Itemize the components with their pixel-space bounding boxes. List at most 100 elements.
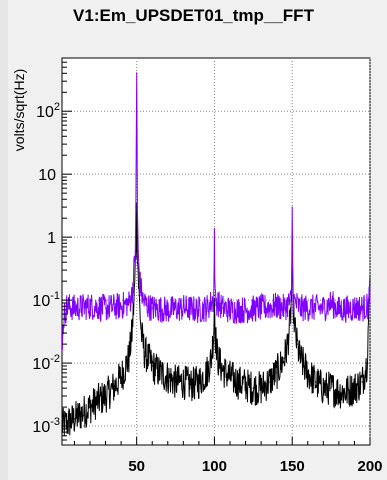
data-point <box>260 387 262 389</box>
x-tick-label: 100 <box>202 458 227 475</box>
data-point <box>105 307 107 309</box>
x-tick-label: 200 <box>357 458 382 475</box>
y-tick-label: 10 <box>38 167 56 184</box>
data-point <box>131 332 133 334</box>
data-point <box>128 302 130 304</box>
data-point <box>276 372 278 374</box>
data-point <box>81 412 83 414</box>
data-point <box>307 372 309 374</box>
data-point <box>245 384 247 386</box>
data-point <box>307 307 309 309</box>
series-1 <box>61 72 371 352</box>
data-point <box>139 280 141 282</box>
data-point <box>182 381 184 383</box>
data-point <box>128 357 130 359</box>
data-point <box>369 288 371 290</box>
data-point <box>294 324 296 326</box>
data-point <box>120 376 122 378</box>
data-point <box>213 332 215 334</box>
data-point <box>361 307 363 309</box>
data-point <box>221 307 223 309</box>
data-point <box>330 302 332 304</box>
data-point <box>330 387 332 389</box>
data-point <box>276 305 278 307</box>
data-point <box>175 381 177 383</box>
data-point <box>322 387 324 389</box>
data-point <box>133 294 135 296</box>
data-point <box>289 324 291 326</box>
data-point <box>338 391 340 393</box>
data-point <box>291 206 293 208</box>
data-point <box>142 299 144 301</box>
data-point <box>283 307 285 309</box>
series-layer <box>61 72 371 437</box>
data-point <box>283 357 285 359</box>
data-point <box>229 309 231 311</box>
data-point <box>287 343 289 345</box>
data-point <box>151 307 153 309</box>
data-point <box>361 381 363 383</box>
data-point <box>296 343 298 345</box>
data-point <box>367 305 369 307</box>
data-point <box>89 305 91 307</box>
data-point <box>136 206 138 208</box>
data-point <box>133 274 135 276</box>
data-point <box>268 381 270 383</box>
data-point <box>89 406 91 408</box>
data-point <box>338 309 340 311</box>
x-tick-label: 150 <box>280 458 305 475</box>
data-point <box>136 250 138 252</box>
y-tick-label: 10-1 <box>32 290 60 310</box>
y-axis-label: volts/sqrt(Hz) <box>11 69 27 151</box>
data-point <box>245 309 247 311</box>
data-point <box>217 357 219 359</box>
data-point <box>221 368 223 370</box>
data-point <box>214 299 216 301</box>
data-point <box>292 299 294 301</box>
data-point <box>190 384 192 386</box>
data-point <box>210 357 212 359</box>
data-point <box>260 307 262 309</box>
data-point <box>151 365 153 367</box>
data-point <box>290 299 292 301</box>
data-point <box>73 307 75 309</box>
data-point <box>229 376 231 378</box>
x-tick-label: 50 <box>128 458 145 475</box>
data-point <box>366 362 368 364</box>
data-point <box>159 372 161 374</box>
data-point <box>299 357 301 359</box>
data-point <box>137 255 139 257</box>
series-trace <box>61 72 371 352</box>
series-trace <box>61 202 371 437</box>
data-point <box>112 387 114 389</box>
data-point <box>136 72 138 74</box>
data-point <box>198 381 200 383</box>
data-point <box>143 351 145 353</box>
chart-title: V1:Em_UPSDET01_tmp__FFT <box>73 6 314 25</box>
data-point <box>206 372 208 374</box>
data-point <box>369 280 371 282</box>
data-point <box>135 206 137 208</box>
data-point <box>198 309 200 311</box>
data-point <box>120 305 122 307</box>
data-point <box>346 391 348 393</box>
data-point <box>353 307 355 309</box>
data-point <box>214 332 216 334</box>
y-tick-label: 10-3 <box>32 416 60 436</box>
data-point <box>206 307 208 309</box>
data-point <box>66 422 68 424</box>
data-point <box>167 376 169 378</box>
data-point <box>131 294 133 296</box>
data-point <box>134 255 136 257</box>
data-point <box>73 418 75 420</box>
data-point <box>105 395 107 397</box>
page-margin-left <box>0 0 8 480</box>
data-point <box>353 387 355 389</box>
data-point <box>252 387 254 389</box>
data-point <box>182 307 184 309</box>
data-point <box>299 307 301 309</box>
data-point <box>147 305 149 307</box>
y-tick-label: 102 <box>36 101 60 121</box>
